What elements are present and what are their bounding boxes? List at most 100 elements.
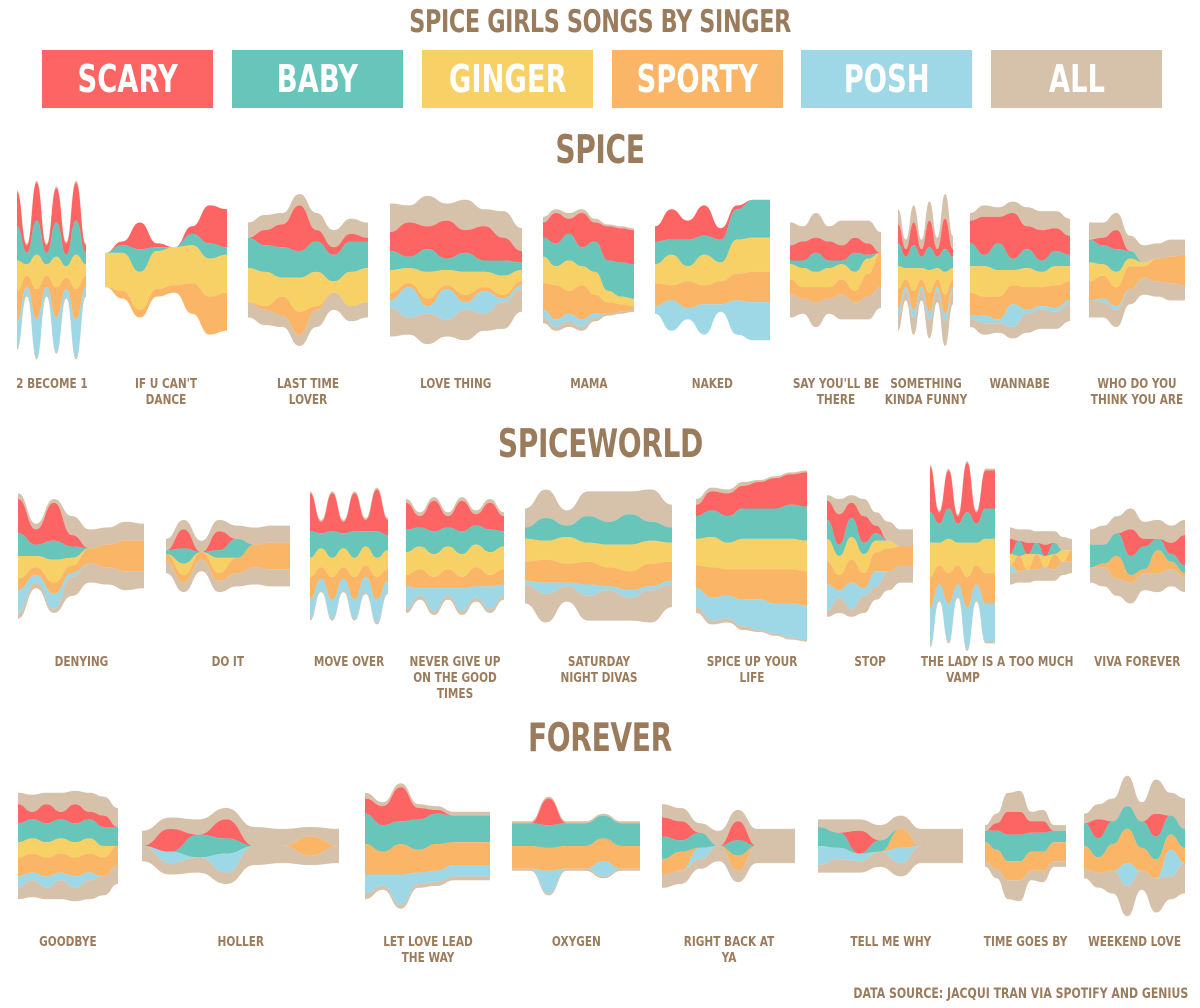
stream-layer-posh (898, 287, 953, 322)
stream-layer-baby (512, 815, 640, 848)
stream-layer-all (818, 815, 963, 846)
stream-layer-baby (18, 819, 118, 846)
stream-layer-scary (310, 489, 388, 536)
stream-layer-scary (17, 182, 86, 255)
stream-layer-posh (930, 584, 995, 650)
song-streamgraph (142, 808, 339, 884)
stream-layer-all (166, 559, 290, 593)
stream-layer-all (696, 607, 807, 642)
song-label: TELL ME WHY (850, 934, 931, 950)
stream-layer-sporty (406, 567, 504, 589)
stream-layer-sporty (898, 279, 953, 314)
stream-layer-baby (248, 237, 368, 282)
stream-layer-posh (310, 576, 388, 623)
song-streamgraph (390, 195, 522, 345)
stream-layer-baby (1010, 540, 1072, 556)
stream-layer-baby (1084, 806, 1185, 860)
stream-layer-sporty (310, 565, 388, 600)
song-label: WANNABE (989, 376, 1051, 392)
song-streamgraph (985, 790, 1066, 902)
song-label: MAMA (569, 376, 608, 392)
stream-layer-baby (142, 834, 339, 858)
song-streamgraph (105, 205, 227, 335)
stream-layer-sporty (1010, 550, 1072, 572)
stream-layer-all (525, 489, 672, 528)
stream-layer-all (512, 868, 640, 896)
stream-layer-baby (406, 525, 504, 555)
song-streamgraph (543, 209, 634, 331)
stream-layer-all (310, 487, 388, 522)
stream-layer-all (365, 783, 490, 816)
stream-layer-baby (525, 514, 672, 545)
stream-layer-all (543, 309, 634, 331)
stream-layer-ginger (790, 252, 881, 291)
stream-layer-posh (18, 865, 118, 888)
data-source-note: DATA SOURCE: JACQUI TRAN VIA SPOTIFY AND… (853, 986, 1188, 1002)
song-label: TOO MUCH (1008, 654, 1074, 670)
legend-button-sporty[interactable]: SPORTY (612, 50, 783, 108)
stream-layer-scary (970, 213, 1070, 261)
stream-layer-baby (696, 504, 807, 543)
song-label: NAKED (691, 376, 734, 392)
stream-layer-all (142, 808, 339, 846)
song-label: DENYING (54, 654, 108, 670)
stream-layer-posh (512, 861, 640, 894)
stream-layer-ginger (898, 266, 953, 295)
stream-layer-sporty (18, 540, 144, 594)
legend-button-posh[interactable]: POSH (801, 50, 972, 108)
stream-layer-all (1010, 527, 1072, 551)
stream-layer-scary (790, 237, 881, 261)
stream-layer-ginger (655, 237, 770, 286)
stream-layer-baby (985, 830, 1066, 862)
song-label: STOP (854, 654, 886, 670)
legend-button-baby[interactable]: BABY (232, 50, 403, 108)
stream-layer-scary (930, 462, 995, 524)
stream-layer-sporty (970, 281, 1070, 320)
stream-layer-sporty (248, 292, 368, 335)
legend-button-all[interactable]: ALL (991, 50, 1162, 108)
stream-layer-posh (365, 865, 490, 905)
stream-layer-posh (390, 285, 522, 320)
stream-layer-sporty (543, 283, 634, 320)
stream-layer-all (818, 846, 963, 877)
song-streamgraph (1084, 775, 1185, 917)
stream-layer-baby (1089, 239, 1185, 272)
stream-layer-baby (543, 233, 634, 299)
song-streamgraph (18, 790, 118, 902)
stream-layer-all (1089, 213, 1185, 263)
stream-layer-baby (930, 508, 995, 543)
song-streamgraph (1010, 527, 1072, 585)
stream-layer-ginger (18, 540, 144, 583)
legend-button-ginger[interactable]: GINGER (422, 50, 593, 108)
song-streamgraph (818, 815, 963, 877)
stream-layer-posh (827, 565, 913, 612)
stream-layer-all (248, 194, 368, 248)
stream-layer-sporty (1090, 550, 1185, 583)
stream-layer-ginger (970, 266, 1070, 297)
song-label: WHO DO YOU THINK YOU ARE (1090, 376, 1184, 408)
stream-layer-baby (655, 199, 770, 267)
stream-layer-ginger (105, 245, 227, 310)
stream-layer-all (166, 519, 290, 553)
song-label: VIVA FOREVER (1094, 654, 1181, 670)
song-streamgraph (18, 493, 144, 619)
stream-layer-scary (406, 500, 504, 532)
stream-layer-sporty (17, 275, 86, 322)
song-label: LAST TIME LOVER (276, 376, 340, 408)
stream-layer-all (827, 565, 913, 617)
legend-button-scary[interactable]: SCARY (42, 50, 213, 108)
stream-layer-all (18, 790, 118, 827)
stream-layer-ginger (1010, 550, 1072, 570)
song-label: SPICE UP YOUR LIFE (706, 654, 797, 686)
stream-layer-scary (142, 819, 339, 852)
song-streamgraph (655, 199, 770, 341)
song-label: OXYGEN (551, 934, 601, 950)
stream-layer-scary (543, 213, 634, 265)
stream-layer-baby (310, 531, 388, 558)
stream-layer-scary (696, 472, 807, 517)
stream-layer-scary (655, 199, 770, 242)
stream-layer-posh (17, 287, 86, 358)
song-streamgraph (827, 495, 913, 617)
singer-legend: SCARY BABY GINGER SPORTY POSH ALL (0, 50, 1200, 110)
stream-layer-sporty (930, 565, 995, 608)
